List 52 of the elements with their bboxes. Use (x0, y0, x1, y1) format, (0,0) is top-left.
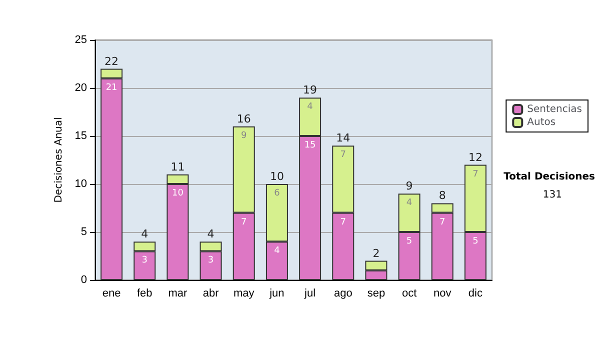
y-tick-label: 25 (74, 34, 87, 46)
data-label: 4 (406, 198, 412, 208)
data-label: 4 (274, 246, 280, 256)
total-label: 19 (303, 84, 318, 97)
total-label: 16 (236, 112, 251, 126)
data-label: 5 (406, 236, 412, 246)
legend-label: Sentencias (527, 104, 582, 115)
x-tick-label: mar (168, 288, 188, 300)
data-label: 21 (106, 82, 118, 93)
total-label: 2 (372, 246, 380, 260)
x-tick-label: dic (468, 288, 483, 300)
y-tick-label: 0 (80, 274, 87, 286)
data-label: 3 (208, 256, 214, 266)
x-tick-label: jun (268, 288, 284, 300)
x-tick-label: may (233, 288, 255, 300)
y-tick-label: 15 (74, 130, 87, 142)
total-label: 4 (141, 228, 148, 241)
total-label: 12 (468, 150, 482, 164)
x-tick-label: oct (402, 288, 417, 300)
text: Total Decisiones (504, 172, 596, 182)
y-tick-label: 5 (80, 226, 87, 238)
x-tick-label: feb (136, 288, 152, 300)
data-label: 4 (307, 102, 314, 112)
x-tick-label: sep (367, 288, 386, 300)
data-label: 10 (172, 188, 184, 198)
data-label: 7 (472, 169, 478, 180)
x-tick-label: nov (434, 288, 452, 300)
total-label: 22 (104, 54, 119, 68)
total-label: 11 (170, 160, 185, 174)
data-label: 9 (241, 130, 248, 141)
data-label: 7 (340, 150, 346, 160)
x-tick-label: ago (334, 288, 352, 300)
total-label: 14 (336, 132, 350, 145)
data-label: 5 (472, 236, 478, 246)
data-label: 7 (241, 217, 247, 228)
total-label: 8 (438, 189, 446, 202)
data-label: 15 (304, 140, 316, 150)
x-tick-label: abr (202, 288, 220, 300)
data-label: 6 (274, 188, 280, 198)
y-axis-title: Decisiones Anual (53, 117, 64, 203)
text: 131 (542, 190, 562, 200)
total-label: 10 (270, 170, 284, 183)
x-tick-label: ene (102, 288, 121, 300)
y-tick-label: 20 (74, 82, 87, 94)
total-label: 9 (406, 180, 413, 193)
legend-label: Autos (527, 117, 556, 128)
total-label: 4 (207, 228, 214, 241)
data-label: 7 (340, 217, 346, 228)
data-label: 7 (440, 217, 446, 228)
data-label: 3 (142, 256, 148, 266)
x-tick-label: jul (304, 288, 316, 300)
y-tick-label: 10 (74, 178, 87, 190)
